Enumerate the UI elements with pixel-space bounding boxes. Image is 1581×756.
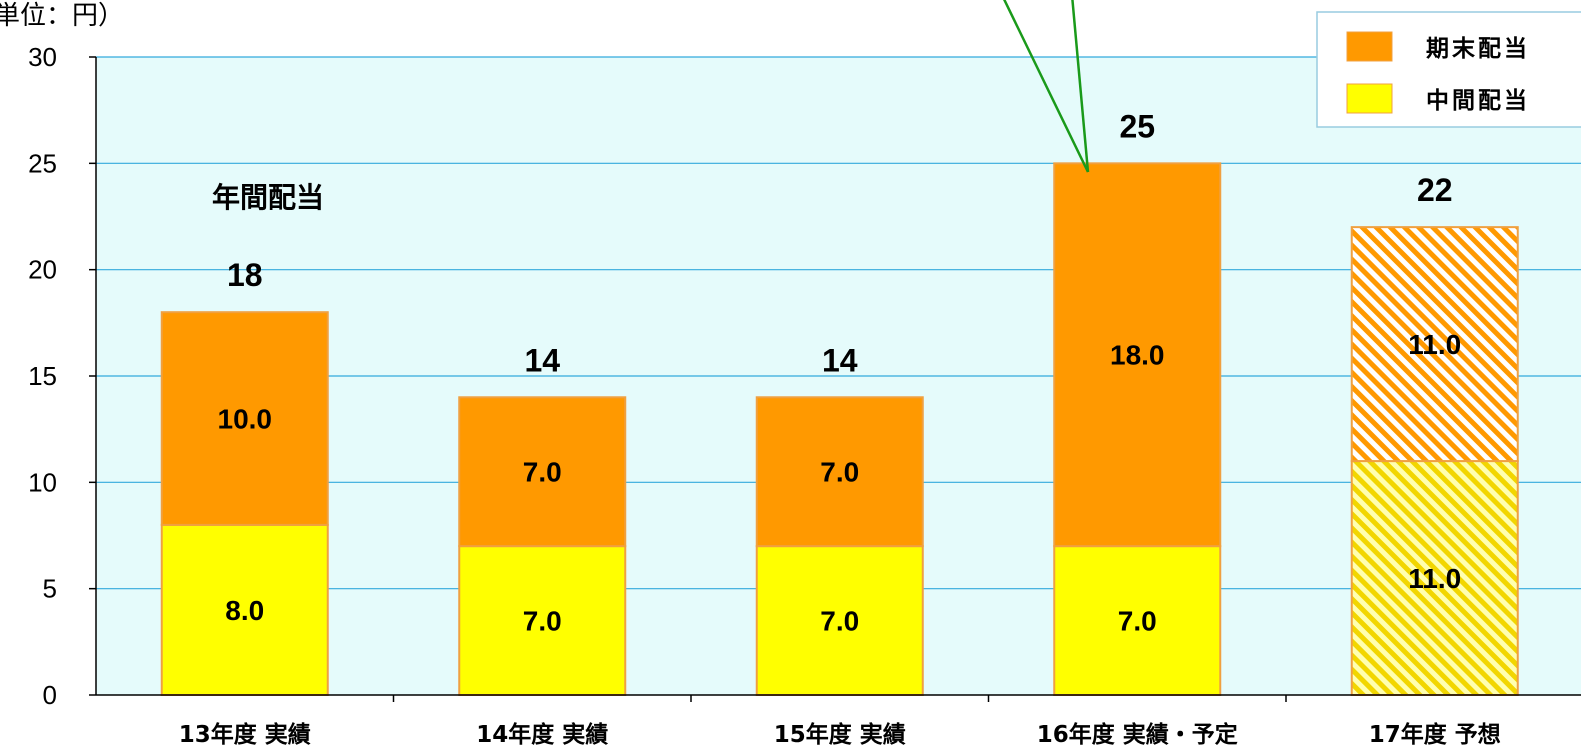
unit-label: 単位：円） xyxy=(0,1,124,31)
x-label-1: 14年度 実績 xyxy=(476,721,608,748)
x-label-0: 13年度 実績 xyxy=(179,721,311,748)
value-label-period-end-0: 10.0 xyxy=(218,404,273,435)
bar-interim-2 xyxy=(755,545,924,697)
legend-label-period-end: 期末配当 xyxy=(1426,36,1530,62)
bar-period-end-1 xyxy=(458,396,627,548)
value-label-interim-2: 7.0 xyxy=(820,606,859,637)
total-label-1: 14 xyxy=(524,342,560,378)
callout-lines xyxy=(1003,0,1090,173)
y-tick-label-25: 25 xyxy=(28,148,57,178)
y-tick-label-15: 15 xyxy=(28,361,57,391)
x-label-2: 15年度 実績 xyxy=(774,721,906,748)
annual-dividend-label: 年間配当 xyxy=(212,181,324,214)
callout-line-right xyxy=(1071,0,1090,173)
value-label-interim-4: 11.0 xyxy=(1408,563,1461,594)
value-label-period-end-4: 11.0 xyxy=(1408,329,1461,360)
total-label-0: 18 xyxy=(227,257,263,293)
legend-swatch-period-end xyxy=(1346,31,1393,62)
callout-line-left xyxy=(1003,0,1090,173)
bar-period-end-4 xyxy=(1350,226,1519,463)
x-label-3: 16年度 実績・予定 xyxy=(1037,721,1238,748)
legend: 期末配当 中間配当 xyxy=(1316,11,1581,128)
value-label-period-end-2: 7.0 xyxy=(820,457,859,488)
bars: 8.0 10.0 18 7.0 7.0 14 7.0 7.0 14 7.0 18.0 25 11.0 11… xyxy=(160,108,1519,697)
total-label-3: 25 xyxy=(1119,108,1155,144)
bar-period-end-3 xyxy=(1053,162,1222,548)
y-axis-ticks: 0 5 10 15 20 25 30 xyxy=(28,42,96,710)
total-label-2: 14 xyxy=(822,342,858,378)
bar-interim-4 xyxy=(1350,460,1519,697)
value-label-interim-0: 8.0 xyxy=(225,595,264,626)
total-label-4: 22 xyxy=(1417,172,1453,208)
x-label-4: 17年度 予想 xyxy=(1369,721,1501,748)
y-tick-label-0: 0 xyxy=(43,680,57,710)
bar-period-end-0 xyxy=(160,311,329,526)
y-tick-label-10: 10 xyxy=(28,467,57,497)
legend-swatch-interim xyxy=(1346,83,1393,114)
y-tick-label-30: 30 xyxy=(28,42,57,72)
x-axis-labels: 13年度 実績 14年度 実績 15年度 実績 16年度 実績・予定 17年度 予想 xyxy=(179,721,1501,748)
value-label-period-end-1: 7.0 xyxy=(523,457,562,488)
bar-period-end-2 xyxy=(755,396,924,548)
value-label-interim-1: 7.0 xyxy=(523,606,562,637)
axes xyxy=(95,57,1581,702)
legend-label-interim: 中間配当 xyxy=(1426,88,1530,114)
y-tick-label-5: 5 xyxy=(43,574,57,604)
bar-interim-3 xyxy=(1053,545,1222,697)
value-label-period-end-3: 18.0 xyxy=(1110,340,1165,371)
y-tick-label-20: 20 xyxy=(28,255,57,285)
value-label-interim-3: 7.0 xyxy=(1118,606,1157,637)
